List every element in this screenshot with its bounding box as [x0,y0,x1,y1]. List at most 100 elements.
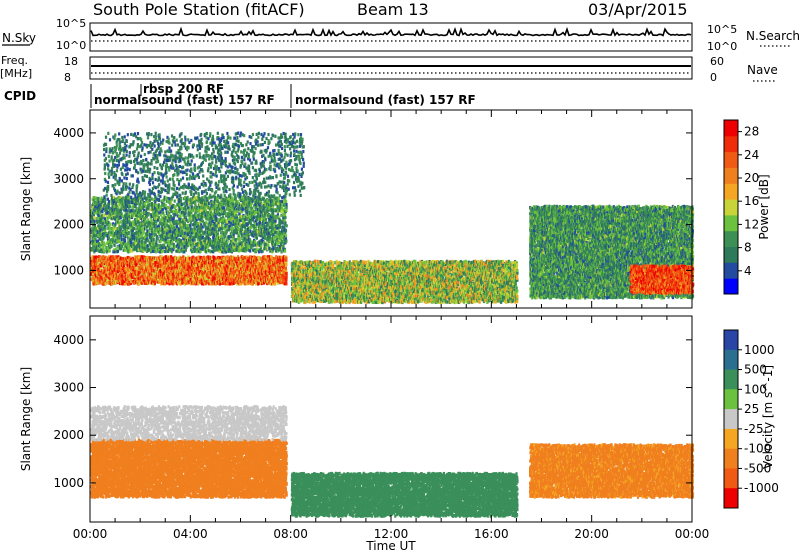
heatmap-cell [205,221,207,224]
heatmap-cell [285,282,287,285]
heatmap-cell [118,221,120,224]
freq-label-1: Freq. [1,54,28,67]
nsearch-label: N.Search [746,29,800,43]
heatmap-cell [173,282,175,285]
heatmap-cell [109,223,111,226]
heatmap-cell [157,244,159,247]
heatmap-cell [98,197,100,200]
heatmap-cell [103,249,105,252]
freq-frame [90,57,692,79]
heatmap-cell [208,223,210,226]
heatmap-cell [185,249,187,252]
beam-label: Beam 13 [357,0,429,19]
heatmap-cell [137,220,139,223]
heatmap-cell [194,238,196,241]
heatmap-cell [156,212,158,215]
nsky-tick-top: 10^5 [56,17,86,30]
heatmap-cell [173,243,175,246]
heatmap-cell [162,211,164,214]
heatmap-cell [133,227,135,230]
heatmap-cell [101,210,103,213]
heatmap-cell [285,257,287,260]
heatmap-cell [179,214,181,217]
power-heatmap [90,132,694,305]
heatmap-cell [109,249,111,252]
heatmap-cell [152,250,154,253]
heatmap-cell [146,229,148,232]
heatmap-cell [93,216,95,219]
heatmap-cell [151,227,153,230]
heatmap-cell [114,244,116,247]
nsky-panel: N.Sky 10^5 10^0 10^5 10^0 N.Search [2,17,800,53]
heatmap-cell [178,227,180,230]
heatmap-cell [144,276,146,279]
heatmap-cell [285,267,287,270]
heatmap-cell [202,220,204,223]
heatmap-cell [110,245,112,248]
freq-label-2: [MHz] [0,67,32,80]
heatmap-cell [181,203,183,206]
heatmap-cell [120,216,122,219]
station-title: South Pole Station (fitACF) [93,0,305,19]
heatmap-cell [180,239,182,242]
heatmap-cell [122,231,124,234]
heatmap-cell [191,202,193,205]
heatmap-cell [285,263,287,266]
heatmap-cell [141,211,143,214]
heatmap-cell [169,197,171,200]
heatmap-cell [147,239,149,242]
heatmap-cell [142,240,144,243]
heatmap-cell [148,230,150,233]
freq-tick-top: 18 [64,55,78,68]
heatmap-cell [117,250,119,253]
heatmap-cell [131,209,133,212]
heatmap-cell [165,196,167,199]
heatmap-cell [159,240,161,243]
heatmap-cell [143,230,145,233]
heatmap-cell [201,215,203,218]
nsky-tick-bottom: 10^0 [56,39,86,52]
nsky-trace [91,29,691,35]
nave-label: Nave [747,63,778,77]
heatmap-cell [167,250,169,253]
heatmap-cell [153,238,155,241]
heatmap-cell [154,282,156,285]
heatmap-cell [165,204,167,207]
heatmap-cell [121,238,123,241]
heatmap-cell [189,218,191,221]
cpid-entry-2: normalsound (fast) 157 RF [295,93,476,107]
heatmap-cell [138,238,140,241]
heatmap-cell [162,249,164,252]
heatmap-cell [104,227,106,230]
date-label: 03/Apr/2015 [588,0,688,19]
cpid-strip: CPID normalsound (fast) 157 RF rbsp 200 … [4,82,476,108]
heatmap-cell [149,208,151,211]
cpid-entry-1: rbsp 200 RF [143,82,224,96]
heatmap-cell [108,221,110,224]
heatmap-cell [173,210,175,213]
heatmap-cell [174,200,176,203]
heatmap-cell [118,240,120,243]
heatmap-cell [103,214,105,217]
heatmap-cell [109,207,111,210]
heatmap-cell [115,201,117,204]
freq-tick-bottom: 8 [64,71,71,84]
heatmap-cell [93,220,95,223]
nave-tick-bottom: 0 [710,71,717,84]
heatmap-cell [121,245,123,248]
heatmap-cell [124,249,126,252]
heatmap-cell [124,239,126,242]
nsky-line [91,29,691,35]
heatmap-cell [179,249,181,252]
heatmap-cell [158,199,160,202]
heatmap-cell [134,218,136,221]
heatmap-cell [186,224,188,227]
heatmap-cell [155,240,157,243]
heatmap-cell [176,250,178,253]
heatmap-cell [137,199,139,202]
heatmap-cell [131,231,133,234]
heatmap-cell [185,215,187,218]
cpid-label: CPID [4,89,36,103]
